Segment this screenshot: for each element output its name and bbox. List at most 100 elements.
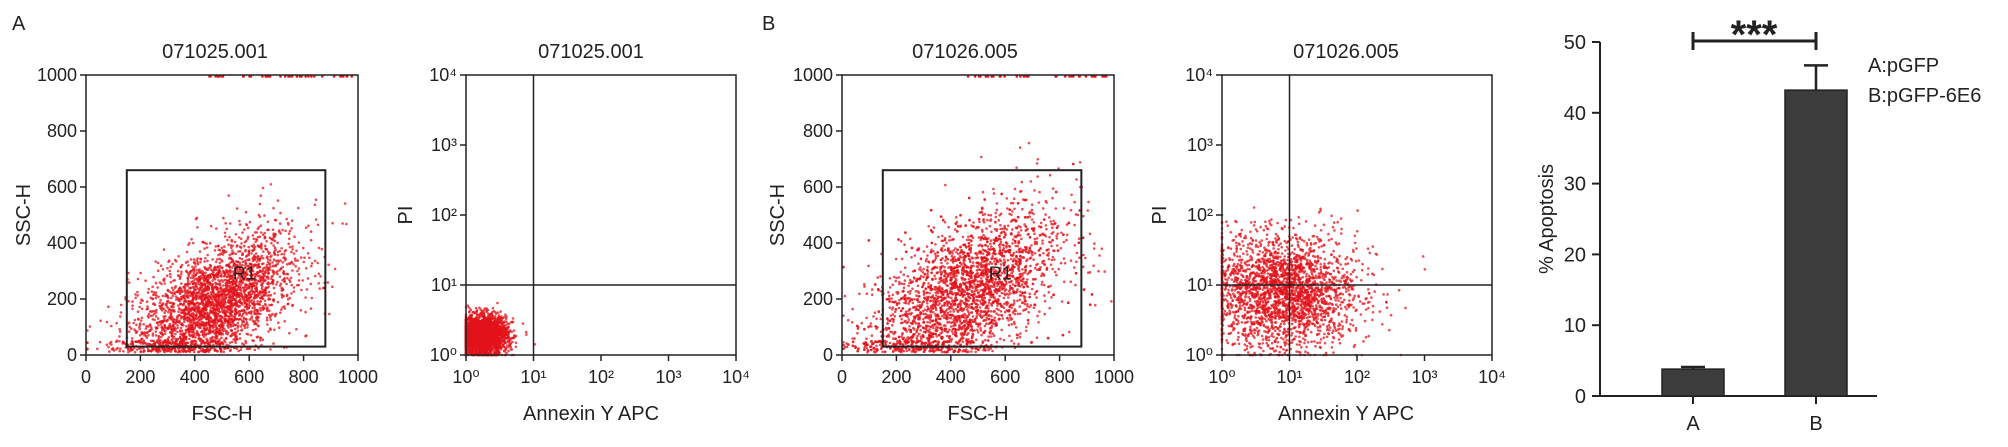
- event-dot: [206, 253, 209, 257]
- event-dot: [278, 268, 281, 272]
- event-dot: [200, 350, 204, 353]
- event-dot: [194, 298, 197, 301]
- event-dot: [240, 257, 244, 261]
- event-dot: [173, 320, 176, 324]
- event-dot: [208, 316, 211, 320]
- event-dot: [168, 259, 171, 263]
- event-dot: [224, 221, 227, 225]
- event-dot: [260, 247, 263, 250]
- event-dot: [253, 348, 257, 352]
- event-dot: [288, 229, 292, 233]
- event-dot: [305, 288, 309, 291]
- event-dot: [191, 290, 195, 294]
- event-dot: [249, 333, 253, 337]
- event-dot: [157, 324, 160, 327]
- event-dot: [213, 249, 217, 252]
- event-dot: [179, 350, 182, 354]
- event-dot: [118, 339, 121, 343]
- event-dot: [204, 276, 208, 279]
- event-dot: [135, 323, 138, 327]
- event-dot: [161, 294, 165, 298]
- event-dot: [252, 339, 255, 343]
- x-tick-label: 600: [234, 367, 264, 387]
- event-dot: [252, 300, 256, 303]
- event-dot: [163, 332, 167, 335]
- event-dot: [308, 256, 311, 260]
- event-dot: [294, 265, 298, 268]
- event-dot: [276, 262, 280, 266]
- event-dot: [193, 332, 196, 336]
- event-dot: [245, 332, 248, 336]
- event-dot: [266, 286, 269, 290]
- event-dot: [217, 279, 220, 282]
- event-dot: [236, 329, 240, 333]
- event-dot: [291, 245, 294, 248]
- event-dot: [172, 279, 175, 283]
- event-dot: [170, 308, 174, 312]
- event-dot: [170, 334, 173, 338]
- event-dot: [258, 307, 262, 310]
- event-dot: [188, 286, 191, 290]
- event-dot: [220, 342, 223, 345]
- event-dot: [187, 291, 190, 295]
- event-dot: [238, 313, 241, 317]
- event-dot: [199, 257, 203, 261]
- event-dot: [218, 249, 222, 252]
- event-dot: [216, 330, 219, 334]
- event-dot: [167, 347, 171, 351]
- plot-title: 071025.001: [162, 41, 268, 63]
- x-axis-label: FSC-H: [191, 403, 252, 425]
- event-dot: [219, 302, 223, 305]
- event-dot: [223, 245, 226, 248]
- event-dot: [194, 292, 197, 295]
- event-dot: [163, 277, 166, 281]
- event-dot: [260, 242, 263, 245]
- event-dot: [152, 291, 156, 294]
- event-dot: [270, 281, 274, 284]
- event-dot: [267, 330, 270, 333]
- event-dot: [179, 302, 182, 306]
- event-dot: [201, 303, 205, 307]
- event-dot: [222, 275, 226, 278]
- event-dot: [257, 319, 260, 323]
- event-dot: [226, 272, 230, 276]
- event-dot: [272, 286, 276, 290]
- event-dot: [220, 246, 224, 250]
- event-dot: [217, 308, 220, 312]
- event-dot: [142, 323, 145, 326]
- event-dot: [273, 314, 277, 318]
- event-dot: [239, 284, 242, 287]
- event-dot: [292, 286, 296, 289]
- event-dot: [133, 318, 137, 322]
- event-dot: [243, 305, 247, 309]
- event-dot: [290, 283, 294, 287]
- event-dot: [259, 300, 263, 303]
- event-dot: [245, 313, 248, 316]
- event-dot: [283, 320, 287, 323]
- event-dot: [200, 292, 203, 296]
- event-dot: [267, 298, 270, 301]
- event-dot: [261, 338, 265, 342]
- event-dot: [240, 323, 244, 326]
- event-dot: [216, 275, 220, 279]
- event-dot: [186, 289, 189, 292]
- event-dot: [263, 244, 267, 248]
- event-dot: [236, 244, 239, 247]
- event-dot: [228, 317, 231, 321]
- event-dot: [199, 326, 202, 330]
- event-dot: [250, 285, 254, 289]
- event-dot: [219, 314, 223, 318]
- event-dot: [145, 336, 149, 340]
- event-dot: [239, 325, 243, 328]
- event-dot: [294, 259, 297, 262]
- event-dot: [262, 279, 265, 283]
- event-dot: [252, 237, 256, 241]
- event-dot: [214, 260, 218, 264]
- event-dot: [122, 350, 125, 353]
- event-dot: [136, 294, 139, 297]
- event-dot: [307, 224, 310, 228]
- event-dot: [254, 256, 257, 259]
- event-dot: [164, 338, 167, 342]
- event-dot: [210, 301, 213, 304]
- event-dot: [166, 266, 169, 270]
